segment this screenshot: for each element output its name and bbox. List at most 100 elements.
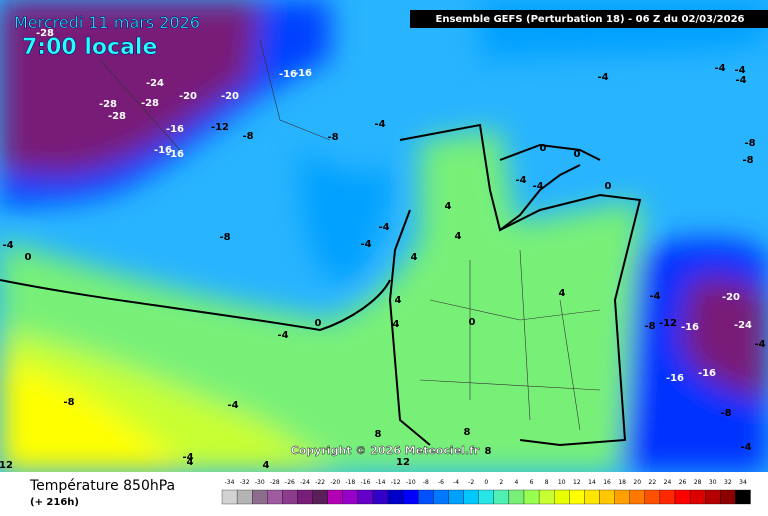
legend-swatch [252, 489, 268, 505]
contour-label: -4 [740, 442, 751, 453]
contour-labels: -28-24-16-16-28 -28-20 -20-28-16 -12-8 -8-4-… [0, 28, 766, 471]
legend-label: 22 [649, 479, 657, 486]
legend-label: -6 [438, 479, 444, 486]
contour-label: -4 [277, 330, 288, 341]
contour-label: -4 [182, 452, 193, 463]
footer-title: Température 850hPa [29, 478, 175, 494]
temperature-field [0, 0, 768, 472]
legend-swatch [735, 489, 751, 505]
legend-swatch [493, 489, 510, 505]
time: 7:00 locale [22, 35, 157, 60]
legend-swatch [221, 489, 238, 505]
legend-label: -22 [315, 479, 325, 486]
legend-label: -30 [255, 479, 265, 486]
contour-label: -4 [227, 400, 238, 411]
contour-label: 4 [395, 295, 402, 306]
legend-label: 2 [499, 479, 503, 486]
model-info: Ensemble GEFS (Perturbation 18) - 06 Z d… [436, 14, 745, 25]
legend-label: 10 [558, 479, 566, 486]
legend-swatch [463, 489, 479, 505]
contour-label: -8 [742, 155, 753, 166]
legend-swatch [403, 489, 419, 505]
contour-label: 8 [464, 427, 471, 438]
contour-label: 4 [559, 288, 566, 299]
legend-swatch [614, 489, 630, 505]
legend-swatch [267, 489, 283, 505]
legend-label: 20 [633, 479, 641, 486]
contour-label: 0 [605, 181, 612, 192]
legend-label: 30 [709, 479, 717, 486]
contour-label: 0 [25, 252, 32, 263]
legend-label: 28 [694, 479, 702, 486]
legend-swatch [523, 489, 540, 505]
legend-swatch [720, 489, 736, 505]
contour-label: -28 [99, 99, 117, 110]
legend-swatch [236, 489, 253, 505]
legend-swatch [599, 489, 615, 505]
contour-label: -16 [681, 322, 699, 333]
legend-swatch [674, 489, 691, 505]
contour-label: -20 [221, 91, 239, 102]
contour-label: -4 [374, 119, 385, 130]
legend-label: -34 [225, 479, 235, 486]
contour-label: 0 [574, 149, 581, 160]
contour-label: -16 [154, 145, 172, 156]
date: Mercredi 11 mars 2026 [14, 13, 200, 32]
legend-swatch [282, 489, 298, 505]
contour-label: -4 [754, 339, 765, 350]
legend-swatch [342, 489, 359, 505]
legend-swatch [387, 489, 404, 505]
contour-label: -16 [166, 124, 184, 135]
model-box [410, 10, 768, 28]
contour-label: 4 [455, 231, 462, 242]
legend-label: 34 [739, 479, 747, 486]
coastlines [0, 123, 642, 447]
legend-label: -2 [468, 479, 474, 486]
contour-label: -28 [108, 111, 126, 122]
contour-label: -4 [2, 240, 13, 251]
legend-label: 18 [618, 479, 626, 486]
contour-label: -16 [294, 68, 312, 79]
legend-label: -26 [285, 479, 295, 486]
legend-label: -10 [406, 479, 416, 486]
contour-label: -16 [666, 373, 684, 384]
legend-label: 0 [484, 479, 488, 486]
legend-label: 32 [724, 479, 732, 486]
legend-label: 6 [530, 479, 534, 486]
legend-swatch [418, 489, 434, 505]
contour-label: 4 [393, 319, 400, 330]
contour-label: 0 [469, 317, 476, 328]
contour-label: -8 [720, 408, 731, 419]
legend-swatch [569, 489, 585, 505]
lead-time: (+ 216h) [30, 497, 79, 508]
legend-swatch [372, 489, 389, 505]
contour-label: -12 [659, 318, 677, 329]
legend-label: -16 [361, 479, 371, 486]
legend-swatch [554, 489, 570, 505]
borders [99, 39, 601, 431]
contour-label: -4 [597, 72, 608, 83]
contour-label: -4 [378, 222, 389, 233]
contour-label: -28 [36, 28, 54, 39]
contour-label: -8 [242, 131, 253, 142]
contour-label: -4 [714, 63, 725, 74]
contour-label: -8 [63, 397, 74, 408]
contour-label: 12 [0, 460, 13, 471]
contour-label: -20 [722, 292, 740, 303]
contour-label: -16 [166, 149, 184, 160]
contour-label: -4 [532, 181, 543, 192]
legend-swatch [584, 489, 600, 505]
contour-label: -24 [734, 320, 752, 331]
legend-label: 4 [515, 479, 519, 486]
legend-swatch [433, 489, 449, 505]
legend-label: -32 [240, 479, 250, 486]
legend-label: 8 [545, 479, 549, 486]
contour-label: 4 [263, 460, 270, 471]
contour-label: -8 [744, 138, 755, 149]
contour-label: 8 [485, 446, 492, 457]
legend-swatch [705, 489, 721, 505]
legend-swatch [357, 489, 374, 505]
contour-label: 4 [445, 201, 452, 212]
legend-swatch [644, 489, 661, 505]
contour-label: -16 [698, 368, 716, 379]
